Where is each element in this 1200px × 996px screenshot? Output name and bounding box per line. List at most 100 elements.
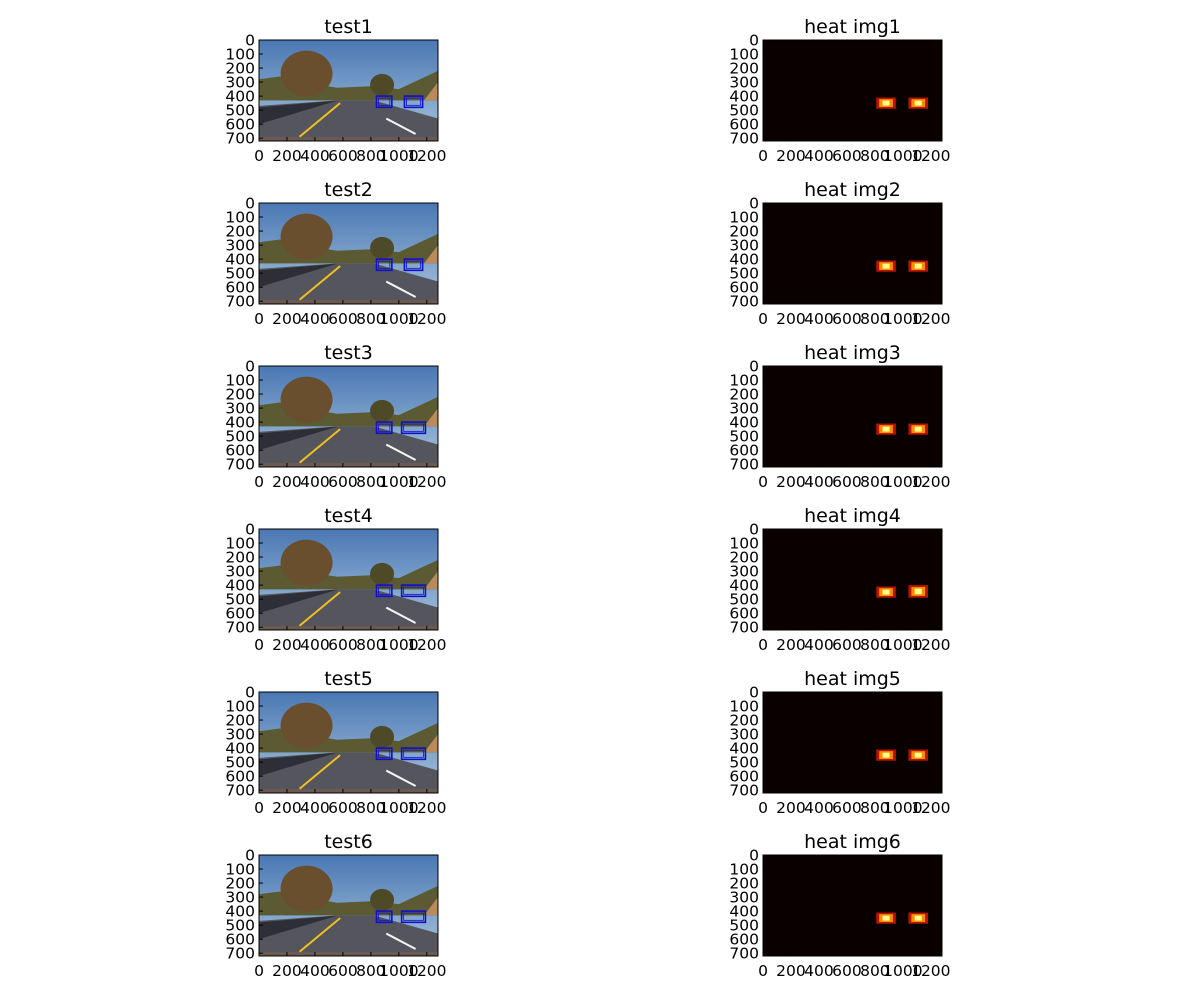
plot-area <box>259 40 438 141</box>
x-tick-label: 600 <box>832 636 862 654</box>
x-tick-label: 200 <box>272 799 302 817</box>
x-tick-label: 400 <box>300 636 330 654</box>
subplot-title: test2 <box>324 179 373 201</box>
plot-area <box>763 203 942 304</box>
x-tick-label: 1200 <box>911 310 950 328</box>
y-tick-label: 700 <box>729 782 759 800</box>
x-tick-label: 1200 <box>407 962 446 980</box>
subplot-7: test401002003004005006007000 200400600800… <box>225 505 446 654</box>
x-tick-label: 1200 <box>407 310 446 328</box>
x-tick-label: 400 <box>804 636 834 654</box>
subplot-title: test6 <box>324 831 373 853</box>
photo-hood <box>259 789 438 793</box>
x-tick-label: 400 <box>804 310 834 328</box>
y-tick-label: 700 <box>225 456 255 474</box>
x-tick-label: 600 <box>832 962 862 980</box>
heat-spot-core-2 <box>915 916 922 921</box>
x-tick-label: 600 <box>328 799 358 817</box>
y-tick-label: 700 <box>729 945 759 963</box>
x-tick-label: 200 <box>272 962 302 980</box>
photo-tree-large <box>281 866 333 912</box>
x-tick-label: 200 <box>776 799 806 817</box>
subplot-title: test4 <box>324 505 373 527</box>
x-tick-label: 600 <box>328 962 358 980</box>
subplot-2: heat img101002003004005006007000 20040060… <box>729 16 950 165</box>
plot-area <box>259 692 438 793</box>
photo-tree-right <box>370 74 394 96</box>
x-tick-label: 0 <box>758 473 768 491</box>
heatmap-background <box>763 692 942 793</box>
x-tick-label: 600 <box>832 473 862 491</box>
photo-hood <box>259 626 438 630</box>
x-tick-label: 1200 <box>911 799 950 817</box>
x-tick-label: 400 <box>804 799 834 817</box>
x-tick-label: 400 <box>804 473 834 491</box>
photo-hood <box>259 137 438 141</box>
x-tick-label: 1200 <box>911 962 950 980</box>
x-tick-label: 1200 <box>911 473 950 491</box>
subplot-title: test3 <box>324 342 373 364</box>
plot-area <box>763 855 942 956</box>
heatmap-background <box>763 855 942 956</box>
x-tick-label: 0 <box>758 962 768 980</box>
subplot-9: test501002003004005006007000 200400600800… <box>225 668 446 817</box>
x-tick-label: 600 <box>328 147 358 165</box>
heat-spot-core-1 <box>883 916 890 921</box>
x-tick-label: 0 <box>254 310 264 328</box>
heat-spot-core-2 <box>915 264 922 269</box>
x-tick-label: 0 <box>254 636 264 654</box>
plot-area <box>259 529 438 630</box>
x-tick-label: 1200 <box>911 147 950 165</box>
y-tick-label: 700 <box>225 130 255 148</box>
plot-area <box>259 366 438 467</box>
heat-spot-core-2 <box>915 427 922 432</box>
heat-spot-core-1 <box>883 264 890 269</box>
x-tick-label: 200 <box>776 636 806 654</box>
heatmap-background <box>763 40 942 141</box>
x-tick-label: 1200 <box>407 473 446 491</box>
x-tick-label: 0 <box>758 799 768 817</box>
photo-hood <box>259 952 438 956</box>
y-tick-label: 700 <box>729 130 759 148</box>
heat-spot-core-1 <box>883 753 890 758</box>
photo-hood <box>259 300 438 304</box>
subplot-title: heat img4 <box>804 505 901 527</box>
x-tick-label: 0 <box>254 147 264 165</box>
x-tick-label: 200 <box>776 473 806 491</box>
x-tick-label: 1200 <box>407 147 446 165</box>
subplot-title: heat img5 <box>804 668 901 690</box>
x-tick-label: 200 <box>272 636 302 654</box>
x-tick-label: 1200 <box>911 636 950 654</box>
photo-tree-large <box>281 703 333 749</box>
x-tick-label: 400 <box>300 799 330 817</box>
x-tick-label: 1200 <box>407 636 446 654</box>
x-tick-label: 0 <box>254 799 264 817</box>
x-tick-label: 200 <box>272 310 302 328</box>
photo-tree-right <box>370 400 394 422</box>
x-tick-label: 200 <box>776 147 806 165</box>
heat-spot-core-1 <box>883 590 890 595</box>
x-tick-label: 0 <box>758 310 768 328</box>
x-tick-label: 200 <box>776 310 806 328</box>
heat-spot-core-2 <box>915 589 922 595</box>
subplot-12: heat img601002003004005006007000 20040060… <box>729 831 950 980</box>
x-tick-label: 400 <box>804 147 834 165</box>
plot-area <box>763 366 942 467</box>
plot-area <box>259 203 438 304</box>
y-tick-label: 700 <box>729 456 759 474</box>
plot-area <box>763 692 942 793</box>
y-tick-label: 700 <box>225 619 255 637</box>
heat-spot-core-1 <box>883 101 890 106</box>
photo-tree-right <box>370 726 394 748</box>
photo-tree-right <box>370 889 394 911</box>
photo-tree-large <box>281 214 333 260</box>
subplot-title: test1 <box>324 16 373 38</box>
subplot-title: heat img3 <box>804 342 901 364</box>
plot-area <box>763 529 942 630</box>
photo-tree-large <box>281 377 333 423</box>
